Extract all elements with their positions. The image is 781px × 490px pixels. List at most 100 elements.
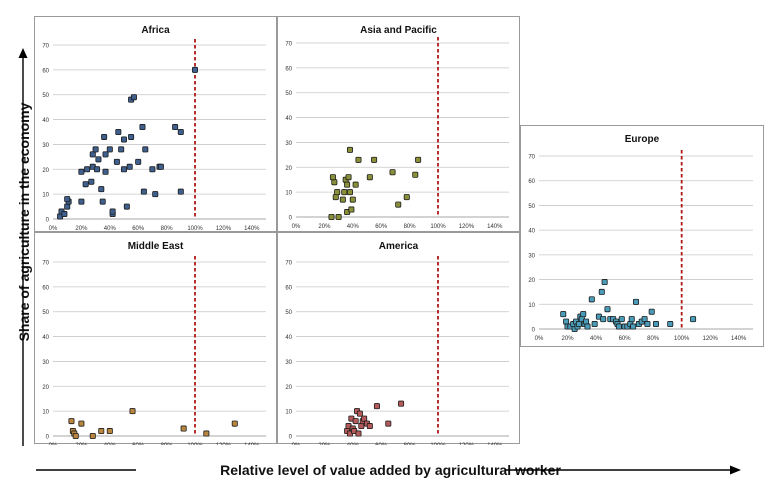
point-middle-east — [180, 425, 187, 432]
x-tick-label-asia-pacific: 120% — [459, 224, 475, 230]
y-tick-label-america: 60 — [285, 285, 292, 291]
x-tick-label-europe: 0% — [535, 336, 544, 342]
y-tick-label-asia-pacific: 60 — [285, 66, 292, 72]
x-tick-label-europe: 80% — [647, 336, 660, 342]
point-europe — [600, 316, 607, 323]
y-tick-label-america: 10 — [285, 410, 292, 416]
point-asia-pacific — [366, 174, 373, 181]
point-africa — [94, 166, 101, 173]
point-africa — [139, 124, 146, 131]
y-tick-label-america: 40 — [285, 335, 292, 341]
point-asia-pacific — [331, 179, 338, 186]
point-america — [398, 400, 405, 407]
x-tick-label-europe: 40% — [590, 336, 603, 342]
point-america — [356, 410, 363, 417]
point-middle-east — [68, 418, 75, 425]
y-tick-label-africa: 60 — [42, 68, 49, 74]
y-tick-label-middle-east: 30 — [42, 360, 49, 366]
point-africa — [177, 188, 184, 195]
panel-america: America 0 10 20 30 40 50 60 70 0% 20% 40% 60% 80% 100… — [277, 232, 520, 445]
point-america — [373, 403, 380, 410]
y-tick-label-america: 70 — [285, 261, 292, 267]
y-tick-label-europe: 30 — [528, 253, 535, 259]
x-tick-label-asia-pacific: 140% — [487, 224, 503, 230]
point-europe — [584, 323, 591, 330]
chart-africa: 0 10 20 30 40 50 60 70 0% 20% 40% 60% 80% 100% 120% 140… — [42, 39, 266, 232]
y-tick-label-africa: 10 — [42, 193, 49, 199]
x-tick-label-middle-east: 40% — [104, 443, 117, 445]
point-africa — [142, 146, 149, 153]
y-tick-label-asia-pacific: 50 — [285, 91, 292, 97]
y-tick-label-africa: 30 — [42, 143, 49, 149]
point-europe — [601, 279, 608, 286]
x-tick-label-middle-east: 80% — [161, 443, 174, 445]
y-tick-label-asia-pacific: 40 — [285, 116, 292, 122]
point-asia-pacific — [332, 194, 339, 201]
point-asia-pacific — [328, 213, 335, 220]
x-tick-label-asia-pacific: 0% — [292, 224, 301, 230]
point-africa — [113, 158, 120, 165]
point-asia-pacific — [344, 181, 351, 188]
point-asia-pacific — [355, 156, 362, 163]
point-middle-east — [72, 432, 79, 439]
point-america — [366, 423, 373, 430]
y-tick-label-america: 50 — [285, 310, 292, 316]
panel-title-europe: Europe — [624, 134, 660, 145]
point-africa — [78, 168, 85, 175]
x-tick-label-europe: 20% — [562, 336, 575, 342]
point-africa — [123, 203, 130, 210]
x-tick-label-america: 100% — [430, 443, 446, 445]
point-asia-pacific — [329, 174, 336, 181]
point-europe — [563, 318, 570, 325]
point-africa — [84, 166, 91, 173]
point-europe — [580, 311, 587, 318]
point-europe — [690, 316, 697, 323]
point-asia-pacific — [335, 213, 342, 220]
point-africa — [121, 166, 128, 173]
y-tick-label-middle-east: 50 — [42, 310, 49, 316]
x-tick-label-africa: 120% — [216, 226, 232, 232]
y-tick-label-middle-east: 70 — [42, 261, 49, 267]
y-tick-label-europe: 10 — [528, 303, 535, 309]
y-tick-label-europe: 20 — [528, 278, 535, 284]
x-tick-label-middle-east: 120% — [216, 443, 232, 445]
y-tick-label-asia-pacific: 10 — [285, 191, 292, 197]
point-europe — [628, 316, 635, 323]
y-tick-label-africa: 0 — [46, 218, 50, 224]
point-europe — [588, 296, 595, 303]
y-tick-label-europe: 0 — [532, 328, 536, 334]
point-europe — [641, 316, 648, 323]
point-middle-east — [78, 420, 85, 427]
point-africa — [88, 178, 95, 185]
point-africa — [135, 158, 142, 165]
x-tick-label-america: 80% — [404, 443, 417, 445]
point-africa — [115, 129, 122, 136]
point-europe — [615, 323, 622, 330]
y-tick-label-middle-east: 20 — [42, 385, 49, 391]
x-tick-label-asia-pacific: 80% — [404, 224, 417, 230]
x-tick-label-america: 60% — [375, 443, 388, 445]
point-africa — [78, 198, 85, 205]
y-tick-label-america: 20 — [285, 385, 292, 391]
x-tick-label-asia-pacific: 20% — [318, 224, 331, 230]
y-tick-label-africa: 40 — [42, 118, 49, 124]
point-africa — [89, 151, 96, 158]
point-africa — [157, 163, 164, 170]
point-africa — [109, 208, 116, 215]
point-europe — [575, 321, 582, 328]
point-middle-east — [98, 428, 105, 435]
x-tick-label-asia-pacific: 60% — [375, 224, 388, 230]
point-asia-pacific — [389, 169, 396, 176]
y-tick-label-asia-pacific: 0 — [289, 216, 293, 222]
point-africa — [177, 129, 184, 136]
point-asia-pacific — [346, 189, 353, 196]
chart-asia-pacific: 0 10 20 30 40 50 60 70 0% 20% 40% 60% 80% 100% 120% 140… — [285, 37, 509, 230]
panel-europe: Europe 0 10 20 30 40 50 60 70 0% 20% 40% 60% 80% 100%… — [520, 125, 764, 347]
point-africa — [128, 133, 135, 140]
point-africa — [102, 168, 109, 175]
point-middle-east — [106, 428, 113, 435]
y-tick-label-europe: 60 — [528, 179, 535, 185]
point-middle-east — [203, 430, 210, 437]
x-tick-label-america: 0% — [292, 443, 301, 445]
point-america — [361, 415, 368, 422]
